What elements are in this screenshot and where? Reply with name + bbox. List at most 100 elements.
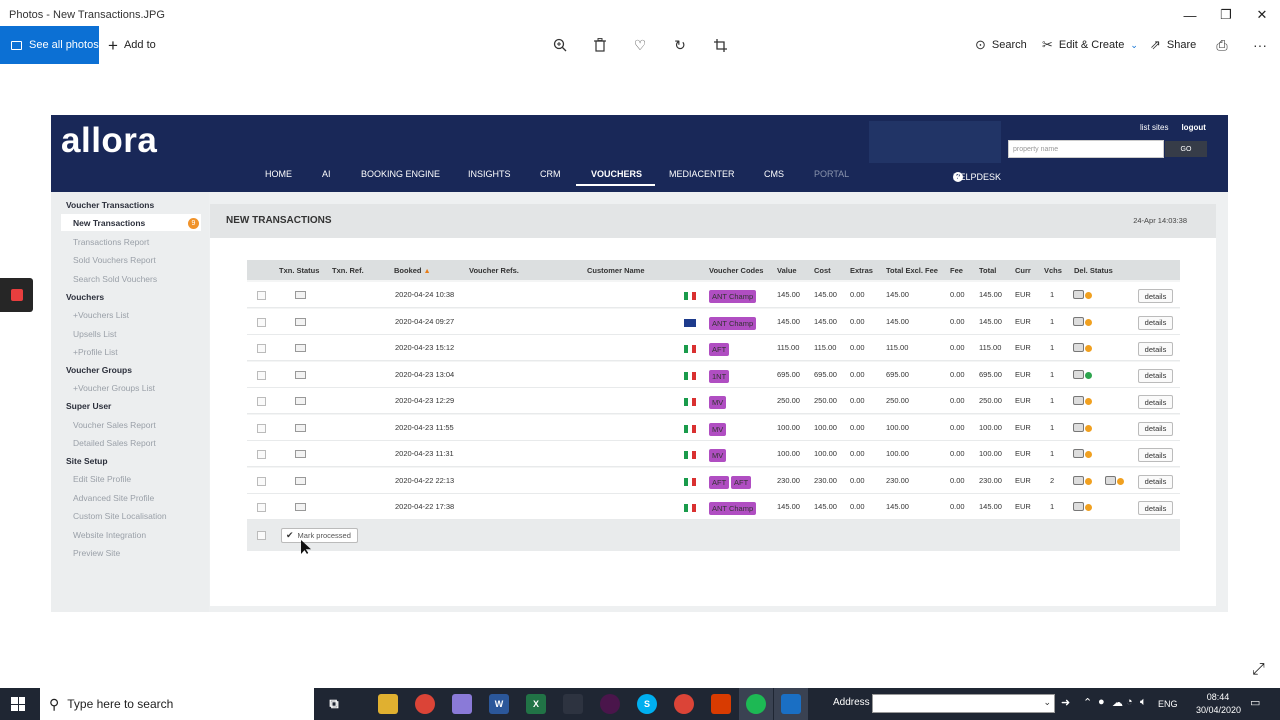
voucher-code-badge[interactable]: AFT bbox=[731, 475, 752, 489]
windows-start-icon[interactable] bbox=[11, 697, 25, 711]
col-customer-name[interactable]: Customer Name bbox=[587, 266, 645, 275]
address-input[interactable]: ⌄ bbox=[872, 694, 1055, 713]
row-checkbox[interactable] bbox=[257, 291, 266, 300]
nav-ai[interactable]: AI bbox=[322, 169, 331, 179]
delete-icon[interactable] bbox=[590, 35, 610, 55]
print-icon[interactable]: ⎙ bbox=[1216, 36, 1228, 53]
col-del-status[interactable]: Del. Status bbox=[1074, 266, 1113, 275]
record-indicator[interactable] bbox=[0, 278, 33, 312]
sidebar-item-profile-list[interactable]: +Profile List bbox=[73, 347, 118, 357]
nav-cms[interactable]: CMS bbox=[764, 169, 784, 179]
network-icon[interactable]: ◔ bbox=[1126, 696, 1133, 708]
volume-icon[interactable]: 🔈︎ bbox=[1140, 696, 1147, 708]
sidebar-item-detailed-sales-report[interactable]: Detailed Sales Report bbox=[73, 438, 156, 448]
table-row[interactable]: 2020-04-22 17:38 145.00 145.00 0.00 145.00 0.… bbox=[247, 494, 1180, 520]
col-fee[interactable]: Fee bbox=[950, 266, 963, 275]
sidebar-item-voucher-groups-list[interactable]: +Voucher Groups List bbox=[73, 383, 155, 393]
details-button[interactable]: details bbox=[1138, 474, 1173, 489]
rotate-icon[interactable]: ↻ bbox=[674, 36, 686, 53]
col-vchs[interactable]: Vchs bbox=[1044, 266, 1062, 275]
row-checkbox[interactable] bbox=[257, 503, 266, 512]
mark-processed-button[interactable]: ✔ Mark processed bbox=[281, 528, 358, 543]
property-name-input[interactable]: property name bbox=[1008, 140, 1164, 158]
allora-logo[interactable]: allora bbox=[61, 121, 158, 160]
voucher-code-badge[interactable]: ANT Champ bbox=[709, 290, 757, 303]
sidebar-item-sold-vouchers-report[interactable]: Sold Vouchers Report bbox=[73, 255, 156, 265]
col-extras[interactable]: Extras bbox=[850, 266, 873, 275]
col-total[interactable]: Total bbox=[979, 266, 997, 275]
select-all-checkbox[interactable] bbox=[257, 531, 266, 540]
minimize-button[interactable]: — bbox=[1183, 7, 1197, 23]
col-cost[interactable]: Cost bbox=[814, 266, 831, 275]
crop-icon[interactable] bbox=[710, 35, 730, 55]
nav-crm[interactable]: CRM bbox=[540, 169, 561, 179]
voucher-code-badge[interactable]: MV bbox=[709, 396, 727, 409]
list-sites-link[interactable]: list sites bbox=[1140, 123, 1169, 132]
col-voucher-codes[interactable]: Voucher Codes bbox=[709, 266, 764, 275]
table-row[interactable]: 2020-04-23 11:31 100.00 100.00 0.00 100.00 0.… bbox=[247, 441, 1180, 467]
zoom-icon[interactable] bbox=[550, 35, 570, 55]
nav-home[interactable]: HOME bbox=[265, 169, 292, 179]
nav-booking-engine[interactable]: BOOKING ENGINE bbox=[361, 169, 441, 179]
sidebar-item-voucher-sales-report[interactable]: Voucher Sales Report bbox=[73, 420, 156, 430]
table-row[interactable]: 2020-04-23 11:55 100.00 100.00 0.00 100.00 0.… bbox=[247, 414, 1180, 441]
details-button[interactable]: details bbox=[1138, 501, 1173, 515]
col-booked[interactable]: Booked ▲ bbox=[394, 266, 431, 275]
notifications-icon[interactable]: ▭ bbox=[1250, 697, 1261, 709]
see-all-photos-button[interactable]: See all photos bbox=[0, 26, 99, 64]
details-button[interactable]: details bbox=[1138, 395, 1173, 409]
voucher-code-badge[interactable]: AFT bbox=[709, 475, 730, 489]
search-button[interactable]: ⊙ Search bbox=[975, 34, 1027, 56]
file-explorer-icon[interactable] bbox=[378, 694, 398, 714]
voucher-code-badge[interactable]: MV bbox=[709, 422, 727, 436]
add-to-button[interactable]: + Add to bbox=[108, 34, 156, 56]
col-txn-ref[interactable]: Txn. Ref. bbox=[332, 266, 364, 275]
app-icon[interactable] bbox=[452, 694, 472, 714]
chrome-alt-icon[interactable] bbox=[674, 694, 694, 714]
sidebar-item-custom-site-localisation[interactable]: Custom Site Localisation bbox=[73, 511, 167, 521]
sidebar-item-website-integration[interactable]: Website Integration bbox=[73, 530, 147, 540]
row-checkbox[interactable] bbox=[257, 476, 266, 486]
logout-link[interactable]: logout bbox=[1181, 123, 1206, 132]
table-row[interactable]: 2020-04-23 12:29 250.00 250.00 0.00 250.00 0.… bbox=[247, 388, 1180, 414]
details-button[interactable]: details bbox=[1138, 289, 1173, 303]
task-view-icon[interactable]: ⧉ bbox=[329, 696, 339, 711]
table-row[interactable]: 2020-04-24 09:27 145.00 145.00 0.00 145.00 0.… bbox=[247, 308, 1180, 335]
voucher-code-badge[interactable]: 1NT bbox=[709, 369, 730, 383]
col-value[interactable]: Value bbox=[777, 266, 797, 275]
details-button[interactable]: details bbox=[1138, 315, 1173, 330]
row-checkbox[interactable] bbox=[257, 423, 266, 433]
row-checkbox[interactable] bbox=[257, 317, 266, 327]
details-button[interactable]: details bbox=[1138, 342, 1173, 356]
details-button[interactable]: details bbox=[1138, 421, 1173, 436]
skype-icon[interactable]: S bbox=[637, 694, 657, 714]
heart-icon[interactable]: ♡ bbox=[633, 36, 647, 53]
arrow-right-icon[interactable]: ➜ bbox=[1061, 697, 1071, 709]
word-icon[interactable]: W bbox=[489, 694, 509, 714]
go-button[interactable]: GO bbox=[1165, 141, 1207, 157]
spotify-active-tab[interactable] bbox=[739, 688, 773, 720]
office-icon[interactable] bbox=[711, 694, 731, 714]
nav-insights[interactable]: INSIGHTS bbox=[468, 169, 511, 179]
details-button[interactable]: details bbox=[1138, 368, 1173, 383]
norton-icon[interactable]: ● bbox=[1098, 696, 1105, 708]
col-txn-status[interactable]: Txn. Status bbox=[279, 266, 320, 275]
col-total-excl-fee[interactable]: Total Excl. Fee bbox=[886, 266, 938, 275]
voucher-code-badge[interactable]: MV bbox=[709, 449, 727, 462]
edit-create-button[interactable]: ✂ Edit & Create ⌄ bbox=[1042, 34, 1138, 56]
share-button[interactable]: ⇗ Share bbox=[1150, 34, 1196, 56]
row-checkbox[interactable] bbox=[257, 344, 266, 353]
terminal-icon[interactable] bbox=[563, 694, 583, 714]
sidebar-item-new-transactions[interactable]: New Transactions bbox=[61, 214, 201, 231]
sidebar-item-preview-site[interactable]: Preview Site bbox=[73, 548, 121, 558]
more-icon[interactable]: ··· bbox=[1253, 37, 1267, 53]
row-checkbox[interactable] bbox=[257, 450, 266, 459]
onedrive-icon[interactable]: ☁ bbox=[1112, 697, 1123, 709]
sidebar-item-transactions-report[interactable]: Transactions Report bbox=[73, 237, 150, 247]
chrome-icon[interactable] bbox=[415, 694, 435, 714]
expand-icon[interactable]: ⤢ bbox=[1252, 661, 1265, 678]
col-curr[interactable]: Curr bbox=[1015, 266, 1031, 275]
close-button[interactable]: ✕ bbox=[1256, 7, 1268, 22]
photos-active-tab[interactable] bbox=[774, 688, 808, 720]
table-row[interactable]: 2020-04-24 10:38 145.00 145.00 0.00 145.00 0.… bbox=[247, 282, 1180, 308]
